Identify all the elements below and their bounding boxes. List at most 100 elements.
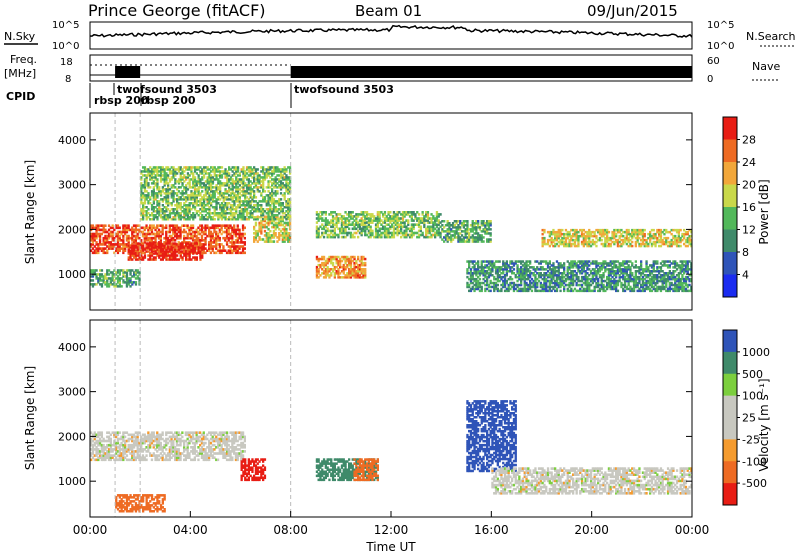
power-cell-6 bbox=[597, 268, 600, 271]
power-cell-4 bbox=[357, 270, 360, 273]
nave-block-early bbox=[115, 66, 141, 78]
power-cell-6 bbox=[548, 262, 551, 265]
power-cell-0 bbox=[122, 239, 125, 242]
power-cell-9 bbox=[211, 206, 215, 209]
power-cell-9 bbox=[195, 196, 198, 199]
power-cell-9 bbox=[215, 204, 218, 207]
power-cell-9 bbox=[159, 208, 163, 211]
power-cell-6 bbox=[511, 272, 514, 275]
power-cell-9 bbox=[185, 196, 188, 199]
power-cell-2 bbox=[285, 215, 288, 219]
power-cell-6 bbox=[494, 268, 498, 271]
power-cell-7 bbox=[629, 242, 632, 246]
power-cell-9 bbox=[199, 184, 202, 187]
power-cell-6 bbox=[471, 272, 474, 275]
power-cell-6 bbox=[620, 275, 623, 279]
power-cell-7 bbox=[563, 240, 566, 244]
power-cell-7 bbox=[591, 234, 594, 238]
power-cell-1 bbox=[161, 244, 164, 247]
power-cell-9 bbox=[202, 168, 206, 171]
power-cell-6 bbox=[539, 268, 542, 271]
power-cell-1 bbox=[172, 250, 175, 253]
power-cell-7 bbox=[584, 230, 587, 234]
power-cell-2 bbox=[253, 236, 256, 239]
power-cell-6 bbox=[530, 272, 534, 275]
power-cell-5 bbox=[473, 226, 476, 229]
power-cell-7 bbox=[541, 236, 544, 240]
power-cell-9 bbox=[215, 176, 218, 179]
power-cell-9 bbox=[193, 206, 197, 209]
power-cell-0 bbox=[186, 236, 189, 240]
power-cell-6 bbox=[645, 262, 648, 265]
power-cell-3 bbox=[321, 233, 324, 237]
power-cell-6 bbox=[661, 277, 664, 281]
power-cell-6 bbox=[536, 289, 539, 293]
power-cell-7 bbox=[543, 228, 546, 232]
power-cell-6 bbox=[466, 272, 469, 275]
power-cell-0 bbox=[233, 241, 236, 244]
power-cell-6 bbox=[641, 268, 645, 271]
power-cell-6 bbox=[588, 260, 591, 263]
power-cell-3 bbox=[374, 223, 378, 226]
power-cell-3 bbox=[434, 227, 437, 231]
power-cell-5 bbox=[464, 234, 467, 237]
power-cell-0 bbox=[154, 241, 157, 244]
power-cell-3 bbox=[387, 219, 390, 222]
power-cell-8 bbox=[107, 283, 111, 286]
power-cell-5 bbox=[477, 234, 480, 237]
power-cell-6 bbox=[527, 274, 530, 277]
power-cell-8 bbox=[116, 279, 120, 282]
power-cell-6 bbox=[620, 283, 623, 287]
power-cell-0 bbox=[227, 239, 230, 242]
power-cell-3 bbox=[408, 227, 412, 231]
power-cell-3 bbox=[360, 229, 363, 233]
power-cell-6 bbox=[656, 277, 659, 281]
power-cell-6 bbox=[500, 275, 503, 279]
power-cell-0 bbox=[236, 249, 239, 252]
power-cell-6 bbox=[609, 283, 612, 287]
power-cell-9 bbox=[149, 214, 152, 217]
power-cell-5 bbox=[459, 226, 462, 229]
power-cell-0 bbox=[190, 226, 193, 230]
power-cell-0 bbox=[179, 228, 182, 232]
power-cell-7 bbox=[631, 234, 634, 238]
power-cell-7 bbox=[661, 240, 664, 244]
power-cell-0 bbox=[231, 228, 234, 232]
power-cell-6 bbox=[496, 270, 499, 273]
power-cell-2 bbox=[278, 234, 281, 237]
power-cell-4 bbox=[335, 265, 338, 269]
power-cell-3 bbox=[319, 217, 322, 220]
power-cell-6 bbox=[550, 289, 553, 293]
power-cell-6 bbox=[523, 285, 526, 289]
power-cell-6 bbox=[677, 281, 680, 285]
power-cell-0 bbox=[143, 241, 146, 244]
power-cell-0 bbox=[156, 245, 159, 248]
power-cell-6 bbox=[636, 275, 639, 279]
power-cell-4 bbox=[340, 270, 344, 273]
power-cell-9 bbox=[197, 176, 200, 179]
power-cell-7 bbox=[557, 244, 560, 248]
power-cell-3 bbox=[365, 213, 369, 216]
power-cell-0 bbox=[208, 241, 211, 244]
power-cell-9 bbox=[167, 174, 170, 177]
power-cell-7 bbox=[584, 238, 587, 242]
power-cell-1 bbox=[134, 254, 138, 257]
power-cell-6 bbox=[668, 283, 671, 287]
power-cell-9 bbox=[156, 192, 159, 195]
power-cell-0 bbox=[184, 230, 187, 234]
power-cell-9 bbox=[172, 216, 175, 219]
power-cell-9 bbox=[181, 194, 184, 197]
power-cell-8 bbox=[106, 279, 109, 282]
power-cell-7 bbox=[679, 238, 682, 242]
power-cell-3 bbox=[403, 211, 406, 214]
power-cell-3 bbox=[319, 215, 322, 218]
power-cell-3 bbox=[324, 225, 327, 229]
power-cell-3 bbox=[369, 213, 372, 216]
power-cell-6 bbox=[529, 266, 532, 269]
power-cell-9 bbox=[142, 174, 145, 177]
power-cell-7 bbox=[683, 228, 686, 232]
power-cell-9 bbox=[142, 212, 145, 215]
power-cell-5 bbox=[475, 238, 478, 241]
power-cell-2 bbox=[267, 219, 270, 223]
power-cell-0 bbox=[220, 228, 223, 232]
